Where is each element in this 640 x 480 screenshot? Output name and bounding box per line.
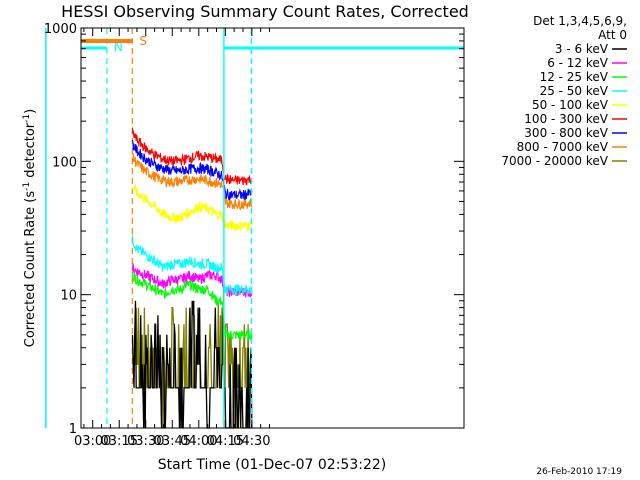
x-tick-label-5: 04:15 <box>207 434 244 449</box>
series-line-6 <box>131 139 253 201</box>
legend-entry-7: 800 - 7000 keV <box>517 140 609 154</box>
series-line-7 <box>131 153 253 211</box>
x-tick-label-6: 04:30 <box>233 434 270 449</box>
legend-header-detectors: Det 1,3,4,5,6,9, <box>533 14 627 28</box>
marker-label-n: N <box>114 40 123 54</box>
series-line-3 <box>131 234 253 297</box>
y-tick-label-0: 1 <box>69 422 77 437</box>
legend-header-attenuator: Att 0 <box>598 28 627 42</box>
chart-title: HESSI Observing Summary Count Rates, Cor… <box>61 2 469 21</box>
x-axis-label: Start Time (01-Dec-07 02:53:22) <box>158 457 386 473</box>
x-tick-label-2: 03:30 <box>127 434 164 449</box>
series-group <box>131 127 253 429</box>
legend-entry-4: 50 - 100 keV <box>532 98 609 112</box>
y-tick-label-2: 100 <box>52 155 77 170</box>
marker-label-s: S <box>139 34 147 48</box>
legend-entry-3: 25 - 50 keV <box>540 84 609 98</box>
series-line-5 <box>131 127 253 186</box>
x-tick-label-0: 03:00 <box>74 434 111 449</box>
plot-timestamp: 26-Feb-2010 17:19 <box>536 467 622 477</box>
y-axis-label: Corrected Count Rate (s-1 detector-1) <box>22 109 38 347</box>
legend-entry-8: 7000 - 20000 keV <box>501 154 608 168</box>
legend-entry-6: 300 - 800 keV <box>524 126 608 140</box>
x-tick-label-1: 03:15 <box>101 434 138 449</box>
series-line-0 <box>131 300 253 429</box>
legend-entry-2: 12 - 25 keV <box>540 70 609 84</box>
legend-entry-5: 100 - 300 keV <box>524 112 608 126</box>
y-tick-label-1: 10 <box>60 289 77 304</box>
series-line-4 <box>131 183 252 231</box>
legend-entry-1: 6 - 12 keV <box>547 56 609 70</box>
x-tick-label-3: 03:45 <box>154 434 191 449</box>
y-axis: 1 10 100 1000 <box>44 22 464 437</box>
state-lines <box>45 28 253 428</box>
y-tick-label-3: 1000 <box>44 22 77 37</box>
x-tick-label-4: 04:00 <box>180 434 217 449</box>
plot-area-frame <box>80 27 465 429</box>
legend-entry-0: 3 - 6 keV <box>555 42 609 56</box>
